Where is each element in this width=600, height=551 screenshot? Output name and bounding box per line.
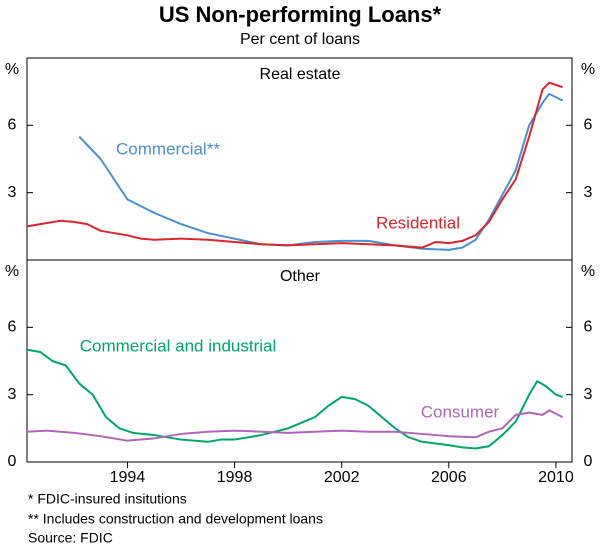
series-label: Commercial** <box>116 139 220 158</box>
panel-frame <box>26 57 573 261</box>
series-line <box>26 409 564 442</box>
series-label: Consumer <box>421 402 500 421</box>
y-tick-label: 6 <box>584 319 593 336</box>
y-tick-label: 0 <box>8 453 17 470</box>
y-tick-label: 6 <box>584 117 593 134</box>
x-tick-label: 2006 <box>431 469 467 486</box>
series-line <box>26 81 563 249</box>
x-tick-label: 2002 <box>324 469 360 486</box>
x-tick-label: 1998 <box>217 469 253 486</box>
y-tick-label: 6 <box>8 319 17 336</box>
y-tick-label: 3 <box>8 386 17 403</box>
panel-frame <box>26 259 573 463</box>
chart-subtitle: Per cent of loans <box>240 31 360 48</box>
y-tick-label: 3 <box>584 184 593 201</box>
series-line <box>26 348 563 450</box>
y-axis-unit: % <box>581 61 595 78</box>
y-tick-label: 3 <box>8 184 17 201</box>
y-tick-label: 3 <box>584 386 593 403</box>
source: Source: FDIC <box>28 530 113 546</box>
y-tick-label: 0 <box>584 453 593 470</box>
footnote: ** Includes construction and development… <box>28 511 323 527</box>
chart-title: US Non-performing Loans* <box>159 2 442 27</box>
y-axis-unit: % <box>5 263 19 280</box>
series-label: Commercial and industrial <box>80 336 277 355</box>
y-tick-label: 6 <box>8 117 17 134</box>
footnote: * FDIC-insured insitutions <box>28 491 187 507</box>
x-tick-label: 2010 <box>538 469 574 486</box>
x-tick-label: 1994 <box>110 469 146 486</box>
panel-title: Other <box>280 268 321 285</box>
series-line <box>78 92 564 251</box>
series-label: Residential <box>376 213 460 232</box>
panel-title: Real estate <box>260 66 341 83</box>
y-axis-unit: % <box>5 61 19 78</box>
y-axis-unit: % <box>581 263 595 280</box>
